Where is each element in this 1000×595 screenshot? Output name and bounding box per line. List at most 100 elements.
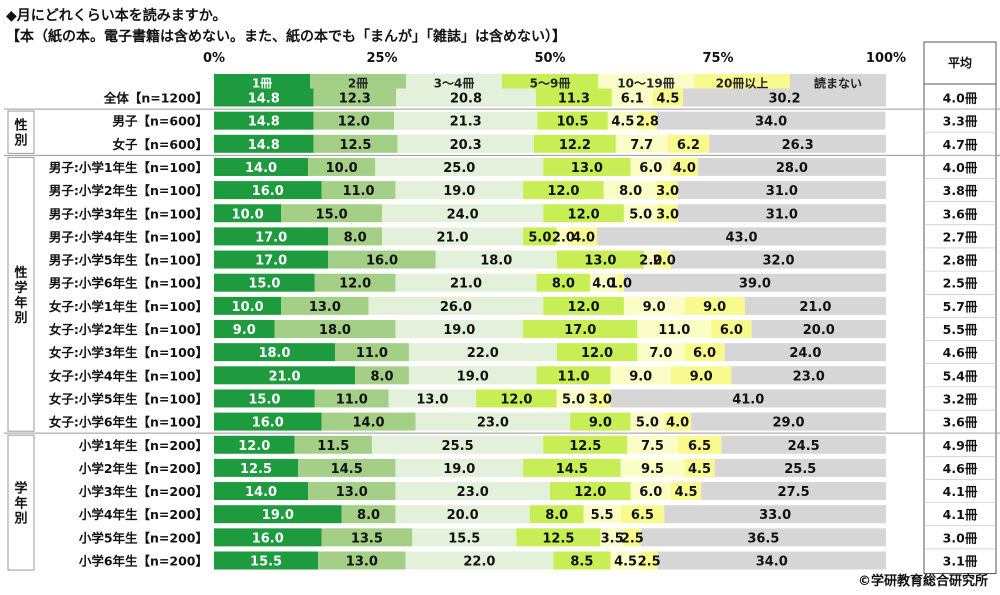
bar-segment [607, 111, 639, 130]
bar-segment [644, 250, 658, 269]
average-value: 4.6冊 [943, 345, 978, 360]
data-label: 15.5 [448, 531, 480, 546]
data-label: 14.0 [245, 485, 277, 500]
bar-segment [214, 227, 329, 246]
data-label: 34.0 [755, 115, 787, 130]
bar-segment [640, 551, 658, 570]
x-tick-label: 0% [203, 51, 225, 66]
bar-segment [684, 296, 745, 315]
bar-segment [701, 482, 886, 501]
data-label: 14.0 [353, 416, 385, 431]
data-label: 6.0 [693, 346, 716, 361]
bar-segment [623, 296, 685, 315]
bar-segment [623, 273, 886, 292]
bar-segment [314, 273, 396, 292]
bar-segment [623, 204, 658, 223]
bar-segment [536, 366, 611, 385]
data-label: 3.5 [601, 531, 624, 546]
data-label: 31.0 [766, 184, 798, 199]
data-label: 13.0 [416, 392, 448, 407]
data-label: 16.0 [252, 416, 284, 431]
bar-segment [395, 482, 550, 501]
bar-segment [709, 134, 886, 153]
data-label: 2.0 [552, 230, 575, 245]
bar-segment [553, 551, 611, 570]
average-value: 5.5冊 [943, 322, 978, 337]
row-label: 男子【n=600】 [113, 114, 208, 129]
bar-segment [516, 528, 601, 547]
data-label: 19.0 [457, 369, 489, 384]
bar-segment [523, 227, 557, 246]
data-label: 8.0 [619, 184, 642, 199]
data-label: 12.5 [339, 138, 371, 153]
bar-segment [537, 111, 608, 130]
data-label: 5.0 [562, 392, 585, 407]
data-label: 10.0 [326, 161, 358, 176]
data-label: 18.0 [480, 254, 512, 269]
bar-segment [657, 181, 678, 200]
bar-segment [721, 435, 886, 454]
data-label: 13.0 [584, 254, 616, 269]
bar-segment [637, 343, 685, 362]
bar-segment [543, 296, 624, 315]
bar-segment [214, 551, 319, 570]
average-value: 3.3冊 [943, 114, 978, 129]
bar-segment [691, 412, 886, 431]
data-label: 4.5 [675, 485, 698, 500]
bar-segment [620, 505, 665, 524]
bar-segment [313, 134, 398, 153]
data-label: 5.0 [629, 207, 652, 222]
data-label: 8.0 [552, 277, 575, 292]
x-tick-label: 100% [866, 51, 906, 66]
bar-segment [684, 458, 715, 477]
bar-segment [670, 250, 886, 269]
average-value: 3.0冊 [943, 530, 978, 545]
data-label: 8.0 [545, 508, 568, 523]
data-label: 4.5 [611, 115, 634, 130]
data-label: 9.5 [641, 462, 664, 477]
row-label: 小学3年生【n=200】 [78, 484, 208, 499]
bar-segment [214, 412, 322, 431]
data-label: 11.0 [356, 346, 388, 361]
data-label: 16.0 [366, 254, 398, 269]
data-label: 7.0 [649, 346, 672, 361]
data-label: 10.5 [556, 115, 588, 130]
data-label: 33.0 [759, 508, 791, 523]
data-label: 11.5 [317, 439, 349, 454]
legend-label: 5～9冊 [530, 77, 571, 91]
data-label: 3.0 [589, 392, 612, 407]
bar-segment [529, 505, 584, 524]
data-label: 15.0 [248, 392, 280, 407]
data-label: 19.0 [443, 184, 475, 199]
data-label: 24.5 [788, 439, 820, 454]
group-label-char: 性 [14, 118, 27, 134]
bar-segment [556, 389, 591, 408]
data-label: 20.8 [450, 92, 482, 107]
bar-segment [214, 296, 282, 315]
average-value: 4.7冊 [943, 137, 978, 152]
data-label: 9.0 [629, 369, 652, 384]
bar-segment [536, 273, 591, 292]
average-column-frame [923, 41, 997, 574]
row-label: 小学1年生【n=200】 [78, 438, 208, 453]
data-label: 41.0 [732, 392, 764, 407]
data-label: 18.0 [258, 346, 290, 361]
data-label: 14.0 [245, 161, 277, 176]
data-label: 13.0 [571, 161, 603, 176]
bar-segment [617, 273, 624, 292]
data-label: 24.0 [447, 207, 479, 222]
bar-segment [308, 157, 376, 176]
bar-segment [308, 482, 396, 501]
bar-segment [328, 250, 436, 269]
data-label: 25.0 [443, 161, 475, 176]
bar-segment [570, 227, 598, 246]
bar-segment [214, 343, 335, 362]
bar-segment [523, 320, 638, 338]
data-label: 34.0 [756, 555, 788, 570]
bar-segment [313, 111, 395, 130]
bar-segment [371, 435, 544, 454]
average-value: 4.9冊 [943, 438, 978, 453]
group-label-char: 学 [14, 280, 27, 296]
average-value: 3.8冊 [943, 183, 978, 198]
legend-label: 10～19冊 [617, 77, 674, 91]
